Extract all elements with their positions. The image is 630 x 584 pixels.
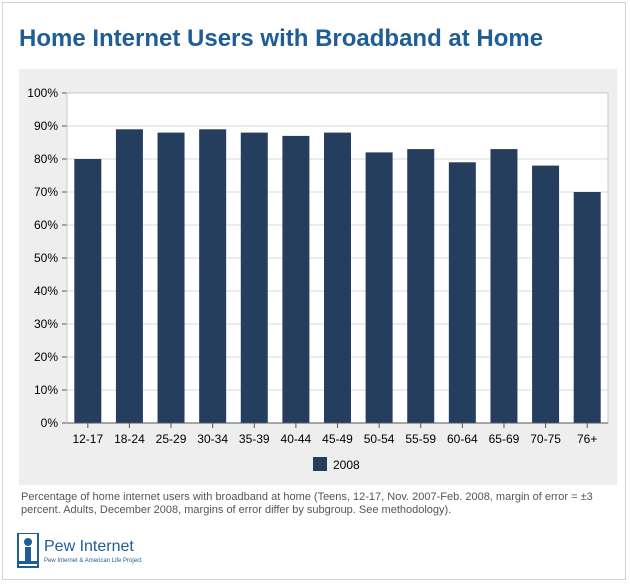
y-tick-label: 20% bbox=[34, 350, 58, 364]
x-tick-label: 65-69 bbox=[489, 432, 520, 446]
y-tick-label: 10% bbox=[34, 383, 58, 397]
chart-area: 0% 10% 20% 30% 40% 50% 60% 70% 80% 90% 100% 12-17 18… bbox=[19, 69, 617, 485]
chart-title: Home Internet Users with Broadband at Ho… bbox=[19, 25, 544, 52]
x-tick-label: 60-64 bbox=[447, 432, 478, 446]
bar-50-54 bbox=[365, 152, 393, 423]
bar-35-39 bbox=[240, 132, 268, 423]
legend-label: 2008 bbox=[333, 458, 360, 472]
x-tick-label: 40-44 bbox=[281, 432, 312, 446]
y-tick-label: 90% bbox=[34, 119, 58, 133]
x-tick-label: 30-34 bbox=[197, 432, 228, 446]
chart-footnote: Percentage of home internet users with b… bbox=[21, 491, 593, 516]
x-tick-label: 18-24 bbox=[114, 432, 145, 446]
pew-logo-icon bbox=[17, 533, 39, 568]
bar-45-49 bbox=[324, 132, 351, 423]
pew-internet-logo: Pew Internet Pew Internet & American Lif… bbox=[16, 533, 216, 573]
x-tick-label: 12-17 bbox=[72, 432, 103, 446]
y-tick-label: 100% bbox=[27, 86, 58, 100]
x-tick-label: 50-54 bbox=[364, 432, 395, 446]
logo-tagline: Pew Internet & American Life Project bbox=[44, 558, 142, 564]
bar-25-29 bbox=[157, 132, 185, 423]
y-tick-label: 40% bbox=[34, 284, 58, 298]
legend-swatch bbox=[313, 457, 327, 471]
logo-name: Pew Internet bbox=[44, 538, 134, 555]
y-tick-label: 30% bbox=[34, 317, 58, 331]
y-tick-label: 80% bbox=[34, 152, 58, 166]
x-tick-label: 70-75 bbox=[530, 432, 561, 446]
y-tick-label: 70% bbox=[34, 185, 58, 199]
bar-76+ bbox=[573, 192, 601, 423]
y-tick-label: 60% bbox=[34, 218, 58, 232]
bar-30-34 bbox=[199, 129, 227, 424]
bar-18-24 bbox=[115, 129, 143, 424]
y-tick-label: 50% bbox=[34, 251, 58, 265]
x-tick-label: 76+ bbox=[577, 432, 597, 446]
bar-40-44 bbox=[282, 135, 310, 423]
x-tick-label: 45-49 bbox=[322, 432, 353, 446]
bar-55-59 bbox=[407, 149, 435, 423]
bar-70-75 bbox=[532, 165, 560, 423]
bar-12-17 bbox=[74, 159, 102, 423]
bar-60-64 bbox=[448, 162, 476, 424]
bar-65-69 bbox=[490, 149, 518, 423]
y-tick-label: 0% bbox=[41, 416, 59, 430]
x-tick-label: 35-39 bbox=[239, 432, 270, 446]
bar-chart: 0% 10% 20% 30% 40% 50% 60% 70% 80% 90% 100% 12-17 18… bbox=[27, 86, 609, 472]
x-tick-label: 55-59 bbox=[405, 432, 436, 446]
x-tick-label: 25-29 bbox=[156, 432, 187, 446]
